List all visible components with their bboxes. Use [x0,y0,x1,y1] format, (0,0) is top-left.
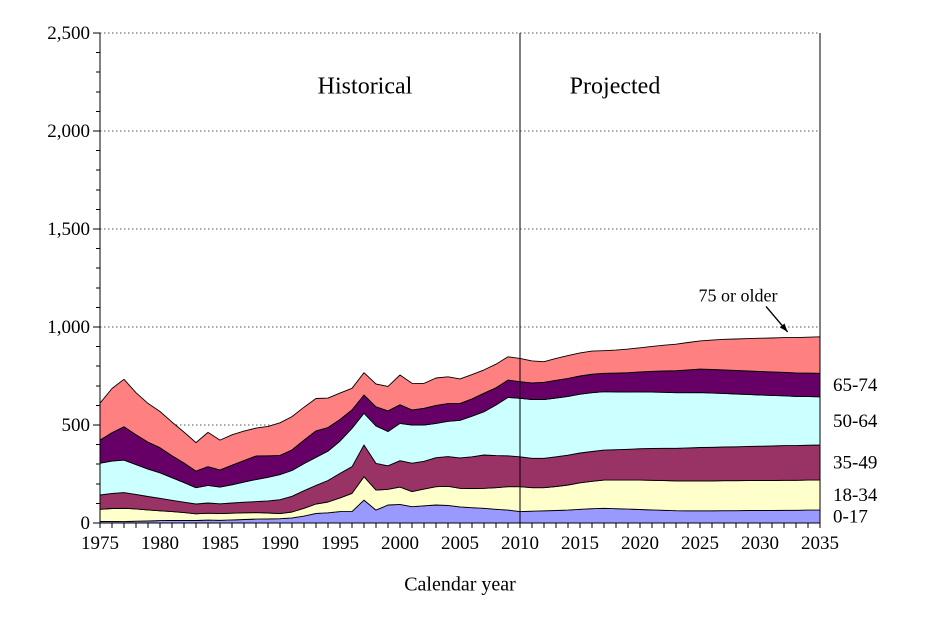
x-tick-label-2010: 2010 [501,533,539,554]
projected-region-label: Projected [569,73,661,100]
annotation-75-or-older: 75 or older [698,285,778,306]
x-tick-label-2020: 2020 [621,533,659,554]
age-label-18-34: 18-34 [833,485,878,506]
y-tick-label-500: 500 [62,415,91,436]
x-tick-label-1995: 1995 [321,533,359,554]
age-label-0-17: 0-17 [833,507,868,528]
x-tick-label-1975: 1975 [81,533,119,554]
annotation-arrowhead [779,323,788,332]
x-tick-label-2025: 2025 [681,533,719,554]
y-tick-label-1000: 1,000 [47,317,90,338]
x-tick-label-1980: 1980 [141,533,179,554]
x-tick-label-2000: 2000 [381,533,419,554]
x-tick-label-2005: 2005 [441,533,479,554]
y-tick-label-2500: 2,500 [47,23,90,44]
y-tick-label-2000: 2,000 [47,121,90,142]
x-tick-label-1990: 1990 [261,533,299,554]
x-tick-label-2030: 2030 [741,533,779,554]
age-label-50-64: 50-64 [833,411,878,432]
y-tick-label-1500: 1,500 [47,219,90,240]
x-axis-title: Calendar year [404,573,516,596]
x-tick-label-1985: 1985 [201,533,239,554]
historical-region-label: Historical [317,73,413,100]
x-tick-label-2035: 2035 [801,533,839,554]
y-tick-label-0: 0 [81,513,91,534]
x-tick-label-2015: 2015 [561,533,599,554]
age-label-65-74: 65-74 [833,375,878,396]
age-label-35-49: 35-49 [833,453,877,474]
